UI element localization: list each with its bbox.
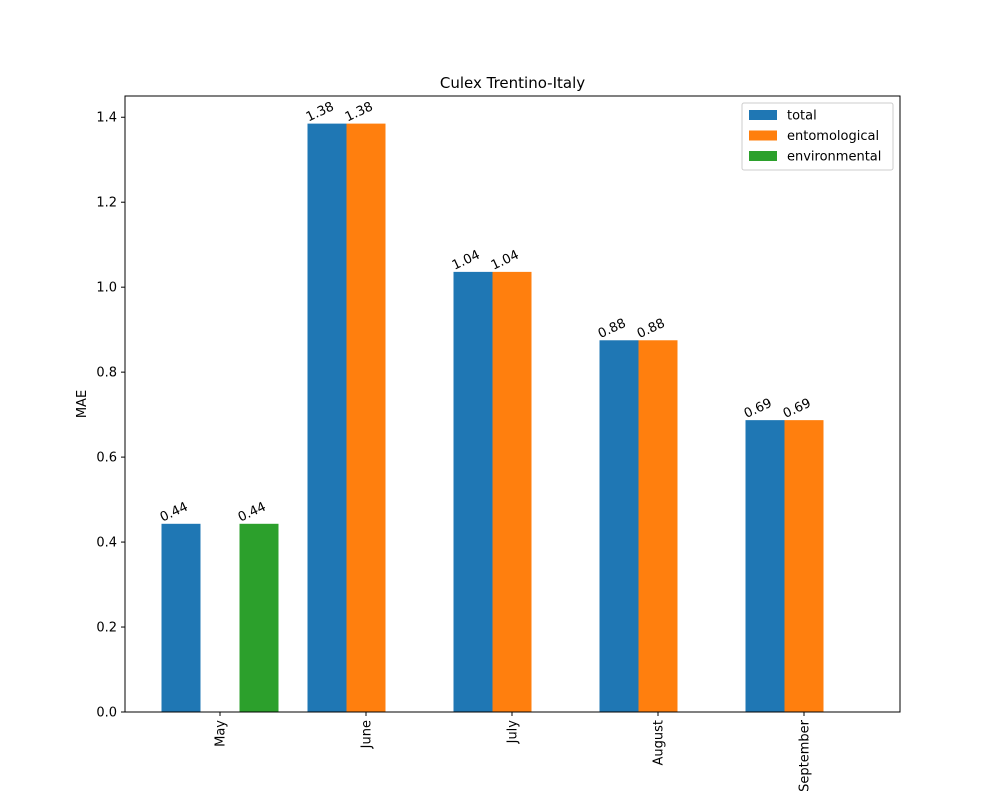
legend-label-entomological: entomological bbox=[787, 129, 879, 144]
legend-label-environmental: environmental bbox=[787, 150, 881, 165]
legend-swatch-entomological bbox=[749, 130, 777, 141]
y-tick-label: 1.0 bbox=[96, 281, 117, 296]
bar-total-august bbox=[599, 340, 639, 712]
bar-entomological-june bbox=[346, 123, 386, 713]
x-tick-label-june: June bbox=[360, 720, 375, 749]
bars-group bbox=[161, 123, 824, 713]
data-label-total-september: 0.69 bbox=[742, 396, 775, 422]
bar-total-june bbox=[307, 123, 347, 713]
y-tick-label: 0.4 bbox=[96, 536, 117, 551]
data-label-entomological-september: 0.69 bbox=[781, 396, 814, 422]
bar-total-may bbox=[161, 523, 201, 712]
y-tick-label: 0.0 bbox=[96, 706, 117, 721]
y-tick-label: 1.4 bbox=[96, 111, 117, 126]
x-axis-ticks: May June July August September bbox=[214, 712, 813, 792]
data-label-entomological-june: 1.38 bbox=[343, 99, 376, 125]
x-tick-label-july: July bbox=[506, 720, 521, 745]
bar-entomological-august bbox=[638, 340, 678, 712]
y-axis-ticks: 0.0 0.2 0.4 0.6 0.8 1.0 1.2 1.4 bbox=[96, 111, 125, 721]
bar-environmental-may bbox=[239, 523, 279, 712]
bar-entomological-september bbox=[784, 420, 824, 712]
data-label-total-august: 0.88 bbox=[596, 316, 629, 342]
y-tick-label: 0.8 bbox=[96, 366, 117, 381]
data-label-entomological-july: 1.04 bbox=[489, 248, 522, 274]
y-tick-label: 0.6 bbox=[96, 451, 117, 466]
data-label-entomological-august: 0.88 bbox=[635, 316, 668, 342]
data-label-environmental-may: 0.44 bbox=[236, 500, 269, 526]
x-tick-label-september: September bbox=[798, 719, 813, 792]
bar-total-july bbox=[453, 271, 493, 712]
legend-label-total: total bbox=[787, 109, 817, 124]
data-label-total-july: 1.04 bbox=[450, 248, 483, 274]
y-tick-label: 1.2 bbox=[96, 196, 117, 211]
x-tick-label-august: August bbox=[652, 720, 667, 766]
bar-total-september bbox=[745, 420, 785, 712]
legend-frame bbox=[741, 102, 894, 171]
y-axis-label: MAE bbox=[75, 390, 90, 418]
legend-swatch-environmental bbox=[749, 151, 777, 161]
bar-entomological-july bbox=[492, 271, 532, 712]
legend: total entomological environmental bbox=[741, 102, 894, 171]
data-label-total-june: 1.38 bbox=[304, 99, 337, 125]
chart-title: Culex Trentino-Italy bbox=[440, 74, 585, 92]
x-tick-label-may: May bbox=[214, 720, 229, 747]
data-label-total-may: 0.44 bbox=[158, 500, 191, 526]
y-tick-label: 0.2 bbox=[96, 621, 117, 636]
legend-swatch-total bbox=[749, 110, 777, 120]
